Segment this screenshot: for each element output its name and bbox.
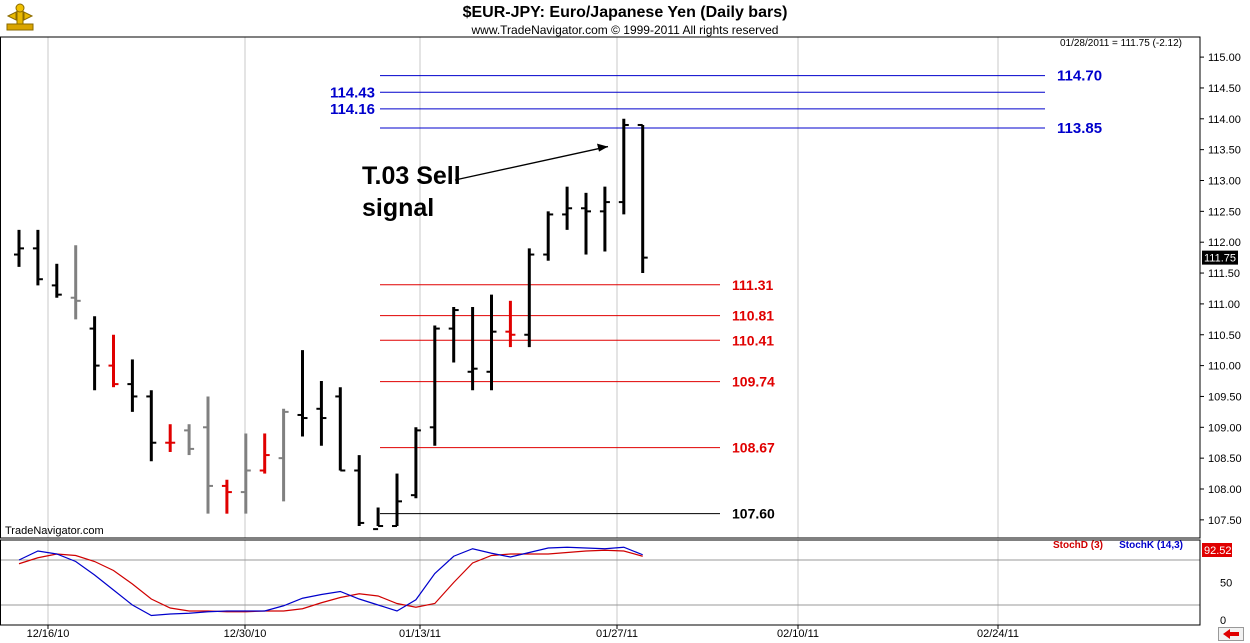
y-tick-label: 113.50 xyxy=(1208,145,1241,157)
y-tick-label: 114.50 xyxy=(1208,83,1241,95)
price-axis: 107.50 108.00 108.50 109.00 109.50 110.00 110.… xyxy=(1200,52,1242,527)
level-label: 114.70 xyxy=(1057,68,1102,85)
level-label: 108.67 xyxy=(732,440,775,456)
stoch-series-line xyxy=(18,546,643,617)
level-label: 109.74 xyxy=(732,374,775,390)
stoch-tick-label: 0 xyxy=(1220,615,1226,627)
y-tick-label: 113.00 xyxy=(1208,176,1241,188)
x-tick-label: 12/30/10 xyxy=(224,628,267,640)
y-tick-label: 114.00 xyxy=(1208,114,1241,126)
x-tick-label: 02/10/11 xyxy=(777,628,819,640)
level-label: 114.16 xyxy=(330,101,375,118)
sell-signal-annotation: T.03 Sell signal xyxy=(362,143,609,222)
scroll-left-arrow-icon[interactable] xyxy=(1218,627,1244,641)
x-tick-label: 02/24/11 xyxy=(977,628,1019,640)
quote-readout: 01/28/2011 = 111.75 (-2.12) xyxy=(1060,38,1182,49)
chart-subtitle: www.TradeNavigator.com © 1999-2011 All r… xyxy=(471,23,779,37)
last-price-label: 111.75 xyxy=(1204,253,1236,265)
x-tick-label: 01/27/11 xyxy=(596,628,638,640)
y-tick-label: 110.00 xyxy=(1208,361,1241,373)
price-panel-frame xyxy=(0,36,1201,539)
level-label: 110.41 xyxy=(732,332,774,348)
y-tick-label: 109.50 xyxy=(1208,391,1242,403)
y-tick-label: 111.50 xyxy=(1208,268,1240,280)
stoch-last-value-box xyxy=(1202,543,1232,557)
ohlc-bars xyxy=(14,118,648,531)
x-tick-label: 12/16/10 xyxy=(27,628,70,640)
last-price-box xyxy=(1202,250,1238,265)
chart-title: $EUR-JPY: Euro/Japanese Yen (Daily bars) xyxy=(463,4,788,21)
stochastic-panel-frame xyxy=(0,539,1201,626)
y-tick-label: 109.00 xyxy=(1208,422,1242,434)
level-label: 111.31 xyxy=(732,277,773,293)
y-tick-label: 108.00 xyxy=(1208,484,1242,496)
date-axis: 12/16/10 12/30/10 01/13/11 01/27/11 02/10/11… xyxy=(27,625,1019,640)
watermark: TradeNavigator.com xyxy=(5,525,104,537)
stoch-series-line xyxy=(18,549,643,613)
annotation-arrowhead xyxy=(597,143,608,152)
vertical-gridlines xyxy=(47,37,999,625)
annotation-arrow-line xyxy=(454,145,609,181)
y-tick-label: 115.00 xyxy=(1208,52,1241,64)
y-tick-label: 107.50 xyxy=(1208,515,1242,527)
level-label: 110.81 xyxy=(732,308,774,324)
stoch-last-value: 92.52 xyxy=(1204,545,1232,557)
level-label: 114.43 xyxy=(330,84,375,101)
annotation-line-2: signal xyxy=(362,194,434,222)
trade-navigator-logo-icon xyxy=(6,3,34,31)
y-tick-label: 111.00 xyxy=(1208,299,1240,311)
y-tick-label: 112.00 xyxy=(1208,237,1241,249)
level-label: 113.85 xyxy=(1057,120,1102,137)
stochastic-panel: 0 50 StochD (3) StochK (14,3) 92.52 xyxy=(1,540,1232,627)
y-tick-label: 112.50 xyxy=(1208,206,1241,218)
stoch-tick-label: 50 xyxy=(1220,578,1232,590)
stoch-k-legend: StochK (14,3) xyxy=(1119,540,1183,551)
x-tick-label: 01/13/11 xyxy=(399,628,441,640)
annotation-line-1: T.03 Sell xyxy=(362,162,461,190)
stoch-d-legend: StochD (3) xyxy=(1053,540,1103,551)
y-tick-label: 108.50 xyxy=(1208,453,1242,465)
level-label: 107.60 xyxy=(732,506,775,522)
y-tick-label: 110.50 xyxy=(1208,330,1241,342)
